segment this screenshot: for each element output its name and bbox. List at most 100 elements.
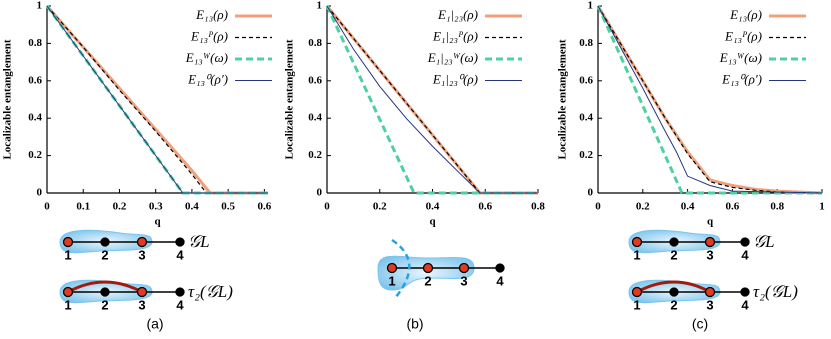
node bbox=[704, 236, 716, 248]
diagram-c bbox=[628, 229, 745, 304]
region bbox=[377, 255, 475, 291]
node bbox=[704, 286, 716, 298]
y-tick-label: 0.8 bbox=[28, 37, 42, 49]
x-tick-label: 0.3 bbox=[149, 201, 163, 213]
node bbox=[669, 287, 679, 297]
x-tick-label: 0.4 bbox=[426, 201, 440, 213]
node bbox=[669, 237, 679, 247]
y-tick-label: 0.2 bbox=[308, 149, 322, 161]
y-tick-label: 1 bbox=[317, 0, 323, 12]
legend-label: E₁|₂₃ᴾ(ρ) bbox=[432, 28, 478, 43]
x-axis-label: q bbox=[429, 216, 436, 228]
x-tick-label: 0.5 bbox=[221, 201, 235, 213]
node-label: 1 bbox=[64, 297, 71, 312]
y-tick-label: 0.8 bbox=[308, 37, 322, 49]
y-axis-label: Localizable entanglement bbox=[284, 39, 296, 159]
y-tick-label: 0.4 bbox=[28, 112, 42, 124]
node-label: 2 bbox=[101, 247, 108, 262]
node bbox=[458, 262, 470, 274]
series-line bbox=[596, 5, 823, 195]
node bbox=[100, 287, 110, 297]
legend-label: E₁|₂₃(ρ) bbox=[437, 7, 478, 22]
x-axis-label: q bbox=[707, 216, 714, 228]
y-tick-label: 0.8 bbox=[579, 37, 593, 49]
node bbox=[100, 237, 110, 247]
y-tick-label: 1 bbox=[37, 0, 43, 12]
legend-label: E₁₃⁰(ρ′) bbox=[721, 71, 762, 86]
edge bbox=[67, 280, 143, 294]
diagram-a bbox=[59, 229, 180, 304]
y-tick-label: 1 bbox=[588, 0, 594, 12]
x-tick-label: 0.4 bbox=[681, 201, 695, 213]
series-line bbox=[326, 5, 538, 194]
y-tick-label: 0.6 bbox=[579, 74, 593, 86]
node bbox=[62, 236, 74, 248]
graph-name: τ₂(𝒢L) bbox=[188, 282, 233, 301]
series-line bbox=[597, 5, 823, 194]
node bbox=[136, 286, 148, 298]
node-label: 4 bbox=[176, 247, 184, 262]
y-tick-label: 0.4 bbox=[579, 112, 593, 124]
legend-label: E₁₃ᴾ(ρ) bbox=[724, 28, 762, 43]
y-tick-label: 0.2 bbox=[28, 149, 42, 161]
legend-label: E₁₃(ρ) bbox=[195, 7, 228, 22]
graph-name: 𝒢L bbox=[188, 232, 210, 251]
node-label: 2 bbox=[424, 273, 431, 288]
node bbox=[62, 286, 74, 298]
x-tick-label: 0 bbox=[595, 201, 601, 213]
series-line bbox=[45, 5, 268, 195]
node-label: 3 bbox=[706, 297, 713, 312]
node bbox=[740, 237, 750, 247]
node-label: 3 bbox=[138, 247, 145, 262]
legend-label: E₁₃ᴾ(ρ) bbox=[190, 28, 228, 43]
y-axis-label: Localizable entanglement bbox=[557, 39, 569, 159]
node bbox=[631, 236, 643, 248]
series-line bbox=[597, 5, 823, 194]
panel-label: (a) bbox=[146, 316, 163, 332]
node-label: 4 bbox=[496, 273, 504, 288]
x-tick-label: 0.2 bbox=[113, 201, 127, 213]
y-tick-label: 0 bbox=[588, 187, 594, 199]
x-tick-label: 1 bbox=[819, 201, 825, 213]
node bbox=[631, 286, 643, 298]
x-tick-label: 0.6 bbox=[726, 201, 740, 213]
node-label: 3 bbox=[138, 297, 145, 312]
y-tick-label: 0.6 bbox=[308, 74, 322, 86]
panel-label: (c) bbox=[692, 316, 708, 332]
x-tick-label: 0.1 bbox=[76, 201, 90, 213]
node bbox=[495, 263, 505, 273]
edge bbox=[636, 280, 711, 294]
node-label: 1 bbox=[633, 247, 640, 262]
node-label: 1 bbox=[388, 273, 395, 288]
x-tick-label: 0.8 bbox=[770, 201, 784, 213]
cut bbox=[391, 238, 411, 299]
legend-label: E₁|₂₃ᵂ(ω) bbox=[427, 50, 478, 65]
node bbox=[136, 236, 148, 248]
legend-label: E₁₃ᵂ(ω) bbox=[185, 50, 228, 65]
x-tick-label: 0.4 bbox=[185, 201, 199, 213]
series-line bbox=[596, 5, 822, 195]
node bbox=[740, 287, 750, 297]
node-label: 4 bbox=[741, 247, 749, 262]
x-tick-label: 0.6 bbox=[478, 201, 492, 213]
node-label: 4 bbox=[741, 297, 749, 312]
node-label: 3 bbox=[460, 273, 467, 288]
legend-label: E₁₃(ρ) bbox=[729, 7, 762, 22]
x-tick-label: 0 bbox=[324, 201, 330, 213]
y-tick-label: 0.4 bbox=[308, 112, 322, 124]
node-label: 1 bbox=[64, 247, 71, 262]
x-tick-label: 0.6 bbox=[258, 201, 272, 213]
y-axis-label: Localizable entanglement bbox=[2, 39, 14, 159]
x-tick-label: 0 bbox=[44, 201, 50, 213]
series-line bbox=[46, 5, 268, 194]
series-line bbox=[46, 5, 268, 194]
x-axis-label: q bbox=[154, 216, 161, 228]
x-tick-label: 0.2 bbox=[636, 201, 650, 213]
legend-label: E₁₃ᵂ(ω) bbox=[719, 50, 762, 65]
graph-name: 𝒢L bbox=[753, 232, 775, 251]
node bbox=[175, 237, 185, 247]
panel-label: (b) bbox=[406, 316, 423, 332]
legend-label: E₁₃⁰(ρ′) bbox=[187, 71, 228, 86]
node bbox=[422, 262, 434, 274]
